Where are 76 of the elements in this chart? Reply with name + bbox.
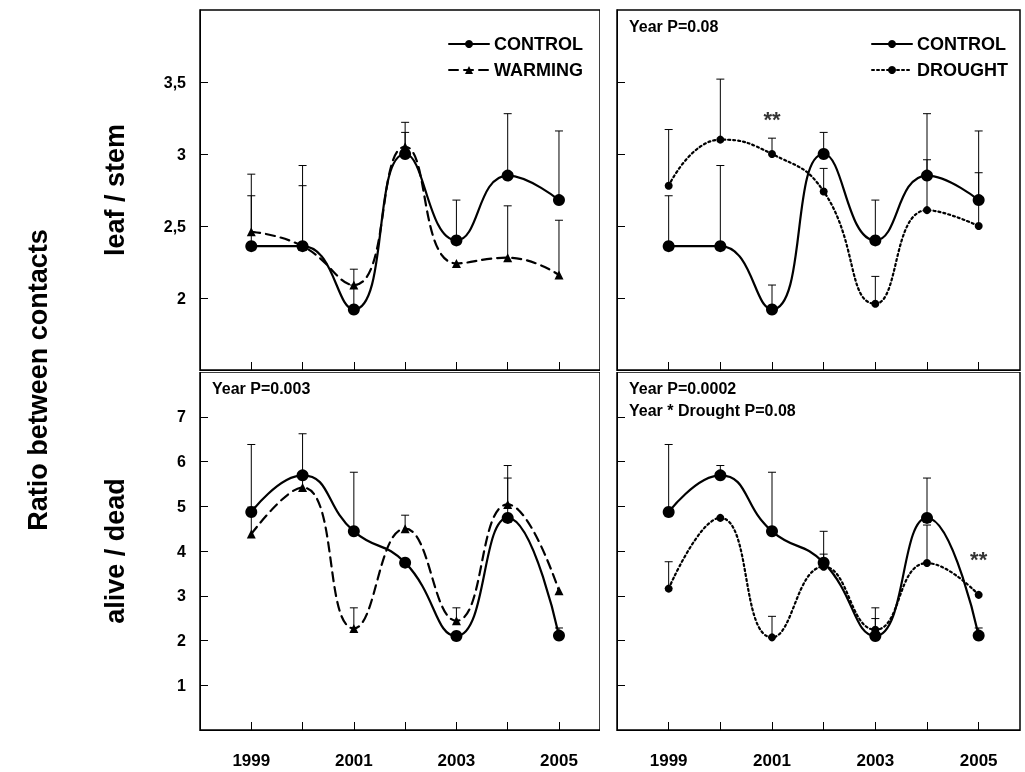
legend-label: DROUGHT [917,60,1009,80]
point [349,623,359,633]
point [921,511,933,524]
x-tick-label: 1999 [232,751,271,770]
point [501,169,514,182]
point [972,629,985,642]
point [399,556,412,569]
point [450,630,463,643]
point [298,482,308,492]
y-tick-label: 2 [177,289,187,307]
annotation: Year P=0.0002 [629,379,737,397]
point [296,469,309,482]
annotation: Year P=0.003 [212,379,311,397]
y-tick-label: 5 [177,497,187,515]
point [974,590,983,599]
y-tick-label: 4 [177,542,187,560]
point [503,499,513,509]
point [871,299,880,308]
annotation: ** [763,106,781,132]
point [766,303,778,316]
point [817,148,830,160]
point [451,258,461,268]
annotation: Year * Drought P=0.08 [629,401,796,419]
point [714,240,727,253]
point [552,194,565,207]
point [921,169,933,182]
point [716,135,725,144]
text: Ratio between contacts [22,229,53,531]
point [347,303,360,316]
point [714,469,727,482]
point [768,150,776,158]
point [972,194,985,207]
y-tick-label: 2,5 [163,217,187,235]
y-tick-label: 6 [177,453,187,470]
x-tick-label: 2003 [437,751,476,770]
x-tick-label: 2001 [753,751,791,770]
x-tick-label: 2005 [540,751,578,770]
point [923,206,931,215]
point [662,240,675,253]
point [501,511,514,524]
x-tick-label: 2003 [856,751,895,770]
y-tick-label: 3,5 [163,73,187,91]
y-axis-title: leaf / stem [99,123,130,257]
point [869,234,882,247]
point [819,187,828,196]
y-tick-label: 1 [177,676,187,694]
point [554,586,564,596]
point [349,280,359,290]
x-tick-label: 2001 [334,751,373,770]
point [347,525,360,538]
legend-label: CONTROL [917,34,1007,54]
point [245,240,258,253]
y-tick-label: 3 [177,145,187,163]
x-tick-label: 1999 [649,751,688,770]
annotation: ** [970,547,988,573]
point [245,506,258,519]
point [450,234,463,247]
point [766,525,778,538]
legend-label: CONTROL [494,34,584,54]
x-tick-label: 2005 [959,751,998,770]
point [400,524,410,534]
point [664,584,673,593]
point [662,506,675,519]
point [974,222,983,230]
point [451,616,461,626]
y-tick-label: 2 [177,632,187,649]
y-tick-label: 7 [177,408,187,426]
y-axis-title: alive / dead [99,478,130,624]
y-tick-label: 3 [177,587,187,605]
legend-label: WARMING [494,60,584,80]
point [664,181,673,190]
point [552,629,565,642]
annotation: Year P=0.08 [629,17,719,35]
point [716,513,725,522]
point [768,633,776,642]
point [923,559,931,568]
